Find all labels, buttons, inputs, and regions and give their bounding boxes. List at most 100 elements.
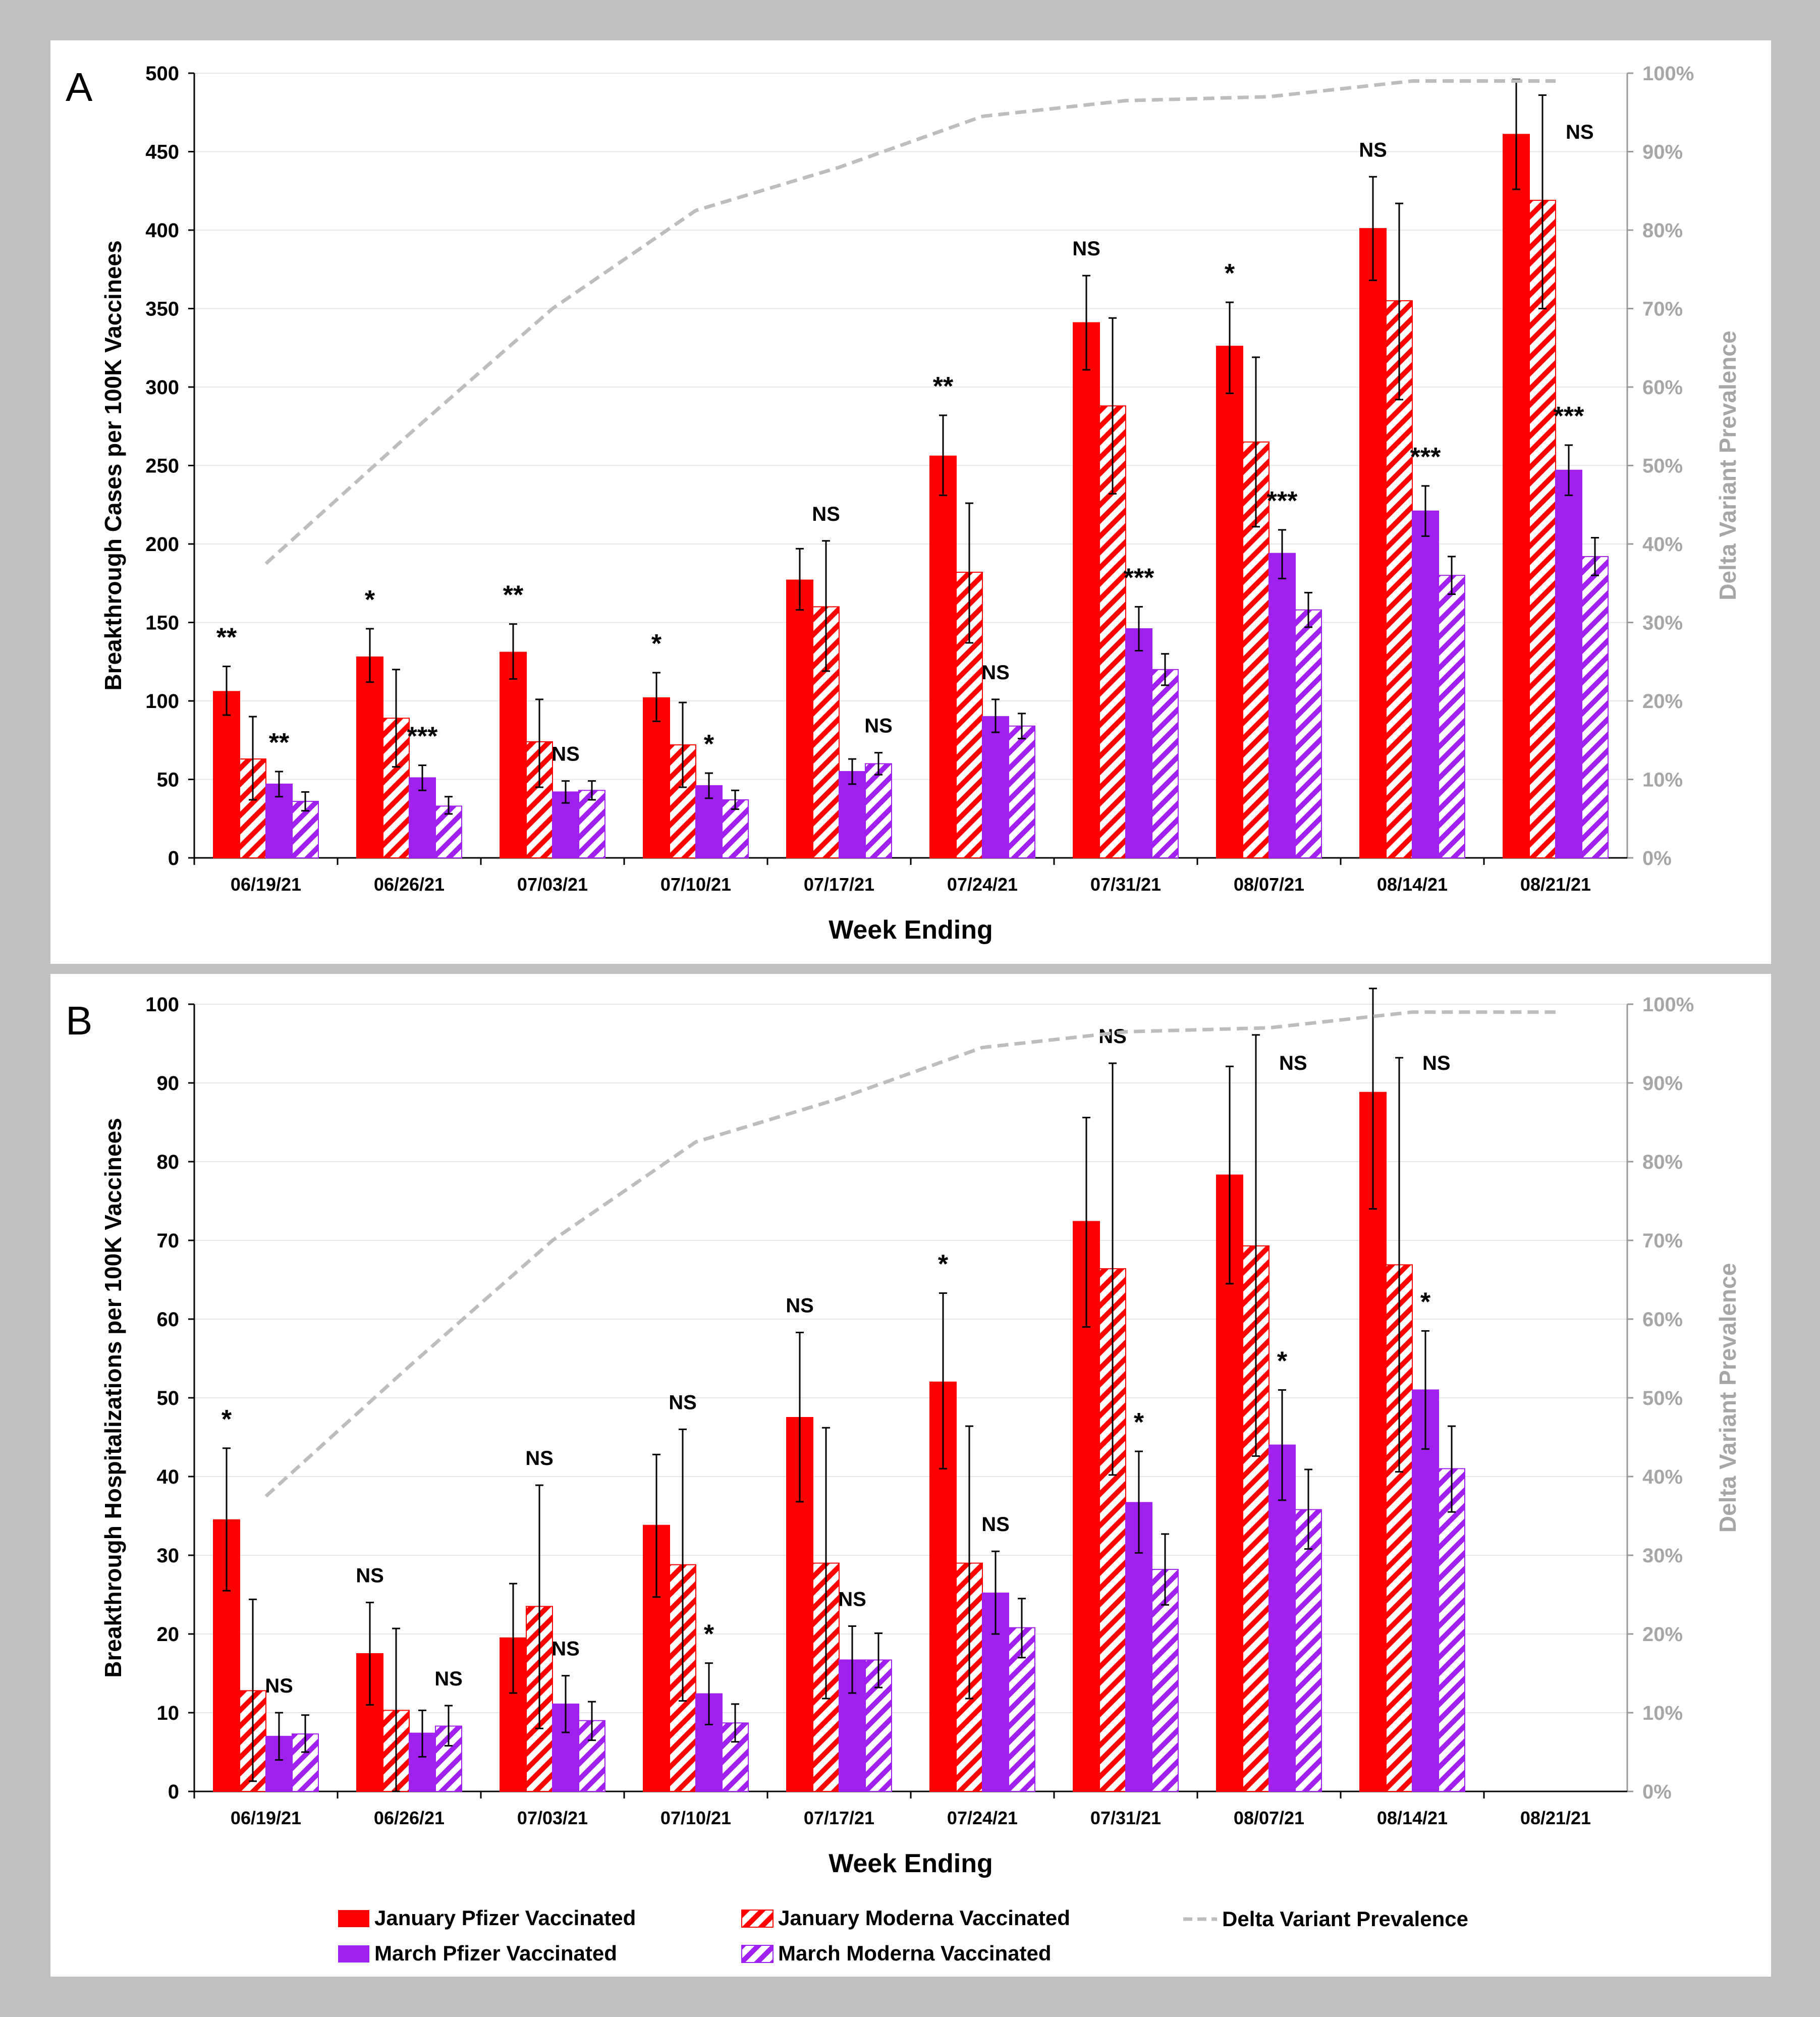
bar-mar-pfizer bbox=[1125, 628, 1152, 858]
x-tick-label: 06/26/21 bbox=[374, 874, 445, 895]
significance-label: *** bbox=[407, 722, 438, 751]
bar-mar-moderna bbox=[435, 805, 462, 858]
bar-mar-pfizer bbox=[1269, 553, 1296, 859]
bar-mar-pfizer bbox=[982, 716, 1009, 858]
y-axis-title: Breakthrough Cases per 100K Vaccinees bbox=[100, 240, 126, 690]
x-tick-label: 07/24/21 bbox=[947, 1808, 1018, 1828]
x-tick-label: 07/10/21 bbox=[660, 874, 731, 895]
y2-axis-title: Delta Variant Prevalence bbox=[1715, 1263, 1741, 1533]
y2-tick-label: 30% bbox=[1642, 1545, 1683, 1567]
legend-label-jan-moderna: January Moderna Vaccinated bbox=[778, 1906, 1070, 1930]
x-axis-title: Week Ending bbox=[829, 915, 993, 945]
panel-b-background bbox=[50, 974, 1771, 1977]
significance-label: * bbox=[704, 1620, 714, 1649]
significance-label: ** bbox=[216, 623, 237, 652]
delta-prevalence-line bbox=[264, 79, 1556, 565]
bar-jan-pfizer bbox=[1503, 134, 1530, 858]
significance-label: NS bbox=[1422, 1052, 1451, 1074]
y-tick-label: 50 bbox=[157, 1387, 180, 1409]
significance-label: NS bbox=[551, 1638, 580, 1660]
bar-jan-pfizer bbox=[213, 691, 240, 858]
x-tick-label: 08/07/21 bbox=[1234, 874, 1304, 895]
significance-label: NS bbox=[265, 1675, 293, 1697]
y2-tick-label: 90% bbox=[1642, 141, 1683, 163]
legend-item-jan-moderna: January Moderna Vaccinated bbox=[741, 1906, 1070, 1930]
y2-tick-label: 40% bbox=[1642, 533, 1683, 556]
significance-label: NS bbox=[981, 1513, 1010, 1536]
y2-tick-label: 0% bbox=[1642, 847, 1672, 869]
bar-jan-pfizer bbox=[1073, 322, 1100, 858]
y-tick-label: 30 bbox=[157, 1545, 180, 1567]
y-tick-label: 400 bbox=[145, 220, 179, 242]
y2-tick-label: 10% bbox=[1642, 769, 1683, 791]
y2-tick-label: 70% bbox=[1642, 1230, 1683, 1252]
y-tick-label: 100 bbox=[145, 994, 179, 1016]
y2-tick-label: 20% bbox=[1642, 690, 1683, 713]
bar-mar-moderna bbox=[1438, 575, 1465, 858]
x-axis-title: Week Ending bbox=[829, 1849, 993, 1878]
significance-label: NS bbox=[981, 662, 1010, 684]
y2-tick-label: 50% bbox=[1642, 1387, 1683, 1409]
x-tick-label: 08/14/21 bbox=[1377, 1808, 1448, 1828]
x-tick-label: 07/17/21 bbox=[804, 1808, 874, 1828]
delta-prevalence-line bbox=[264, 1010, 1556, 1498]
bar-jan-pfizer bbox=[1359, 228, 1387, 858]
legend-item-mar-moderna: March Moderna Vaccinated bbox=[741, 1941, 1052, 1965]
significance-label: *** bbox=[1267, 486, 1298, 516]
legend-item-mar-pfizer: March Pfizer Vaccinated bbox=[338, 1941, 617, 1965]
panel-a-label: A bbox=[66, 65, 93, 110]
significance-label: NS bbox=[525, 1447, 554, 1469]
significance-label: * bbox=[651, 629, 662, 659]
legend-swatch-mar-moderna bbox=[741, 1945, 774, 1963]
y-tick-label: 0 bbox=[168, 847, 179, 869]
bar-jan-pfizer bbox=[356, 656, 383, 859]
y-tick-label: 300 bbox=[145, 376, 179, 399]
significance-label: * bbox=[938, 1250, 949, 1279]
legend-label-mar-pfizer: March Pfizer Vaccinated bbox=[374, 1941, 617, 1965]
y2-tick-label: 90% bbox=[1642, 1072, 1683, 1095]
bar-mar-moderna bbox=[865, 763, 892, 859]
y2-tick-label: 50% bbox=[1642, 455, 1683, 477]
significance-label: NS bbox=[551, 743, 580, 766]
bar-jan-pfizer bbox=[929, 455, 957, 858]
y2-tick-label: 0% bbox=[1642, 1781, 1672, 1803]
significance-label: NS bbox=[838, 1588, 866, 1610]
bar-mar-pfizer bbox=[1269, 1444, 1296, 1792]
chart-panel-b: 0 10 20 30 40 50 60 70 80 90 100 0% 10% 20% 30% 40% 50% 6… bbox=[100, 988, 1741, 1878]
significance-label: NS bbox=[434, 1668, 463, 1690]
y-tick-label: 60 bbox=[157, 1309, 180, 1331]
significance-label: NS bbox=[864, 715, 893, 737]
significance-label: NS bbox=[1072, 238, 1100, 260]
bar-mar-moderna bbox=[1295, 609, 1322, 858]
chart-panel-a: 0 50 100 150 200 250 300 350 400 450 500 0% 10% 20% 30… bbox=[100, 63, 1741, 945]
y2-tick-label: 70% bbox=[1642, 298, 1683, 320]
bar-mar-moderna bbox=[1581, 556, 1609, 858]
bar-mar-moderna bbox=[1008, 725, 1035, 858]
bar-mar-pfizer bbox=[1412, 1389, 1439, 1792]
bar-jan-pfizer bbox=[1216, 346, 1243, 858]
significance-label: NS bbox=[1279, 1052, 1307, 1074]
y-tick-label: 150 bbox=[145, 612, 179, 634]
bar-mar-moderna bbox=[578, 790, 605, 859]
significance-label: *** bbox=[1554, 402, 1584, 431]
y-tick-label: 200 bbox=[145, 533, 179, 556]
x-tick-label: 06/19/21 bbox=[231, 874, 301, 895]
x-tick-label: 07/03/21 bbox=[517, 874, 588, 895]
x-tick-label: 06/26/21 bbox=[374, 1808, 445, 1828]
x-tick-label: 06/19/21 bbox=[231, 1808, 301, 1828]
bar-jan-pfizer bbox=[500, 651, 527, 858]
x-tick-label: 07/24/21 bbox=[947, 874, 1018, 895]
y-tick-label: 20 bbox=[157, 1623, 180, 1646]
y2-tick-label: 100% bbox=[1642, 63, 1694, 85]
y-tick-label: 500 bbox=[145, 63, 179, 85]
legend-label-delta: Delta Variant Prevalence bbox=[1222, 1907, 1468, 1931]
significance-label: NS bbox=[786, 1295, 814, 1317]
significance-label: * bbox=[1225, 259, 1235, 288]
bar-jan-pfizer bbox=[786, 579, 813, 858]
x-tick-label: 07/03/21 bbox=[517, 1808, 588, 1828]
y2-tick-label: 80% bbox=[1642, 220, 1683, 242]
y-tick-label: 40 bbox=[157, 1466, 180, 1488]
y-tick-label: 100 bbox=[145, 690, 179, 713]
y2-tick-label: 20% bbox=[1642, 1623, 1683, 1646]
